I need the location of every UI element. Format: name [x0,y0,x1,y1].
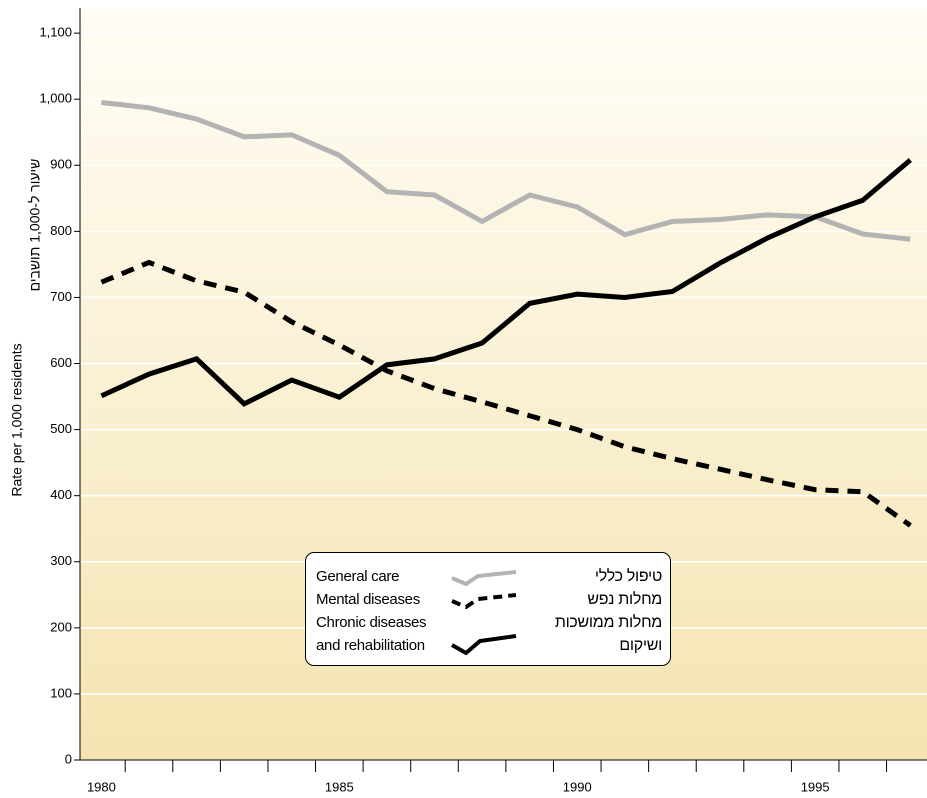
y-tick-label: 1,000 [39,91,72,106]
y-tick-label: 500 [50,421,72,436]
legend-label: Chronic diseases and rehabilitation [316,614,427,654]
y-tick-label: 0 [65,751,72,766]
y-axis-label-he: שיעור ל-1,000 תושבים [27,159,43,292]
y-tick-label: 100 [50,685,72,700]
x-tick-label: 1985 [325,779,354,794]
y-tick-label: 300 [50,553,72,568]
y-axis-label: Rate per 1,000 residents [9,343,25,496]
legend-swatch [451,593,517,610]
legend-label: General care [316,568,400,585]
legend-label-he: מחלות נפש [587,591,662,608]
y-tick-label: 800 [50,223,72,238]
y-tick-label: 700 [50,289,72,304]
legend: General care טיפול כללי Mental diseases … [305,552,671,666]
legend-label: Mental diseases [316,591,420,608]
legend-row: Mental diseases מחלות נפש [316,588,662,611]
y-tick-label: 900 [50,157,72,172]
legend-row: Chronic diseases and rehabilitation מחלו… [316,611,662,657]
series-line [101,100,911,242]
legend-label-he: טיפול כללי [594,568,662,585]
y-tick-label: 1,100 [39,25,72,40]
legend-swatch [451,570,517,587]
legend-row: General care טיפול כללי [316,565,662,588]
x-tick-label: 1995 [801,779,830,794]
x-tick-label: 1980 [87,779,116,794]
legend-swatch [451,634,517,656]
series-line [100,259,912,528]
legend-label-he: מחלות ממושכות ושיקום [554,614,662,654]
x-tick-label: 1990 [563,779,592,794]
y-tick-label: 600 [50,355,72,370]
y-tick-label: 400 [50,487,72,502]
series-line [100,158,912,407]
y-tick-label: 200 [50,619,72,634]
